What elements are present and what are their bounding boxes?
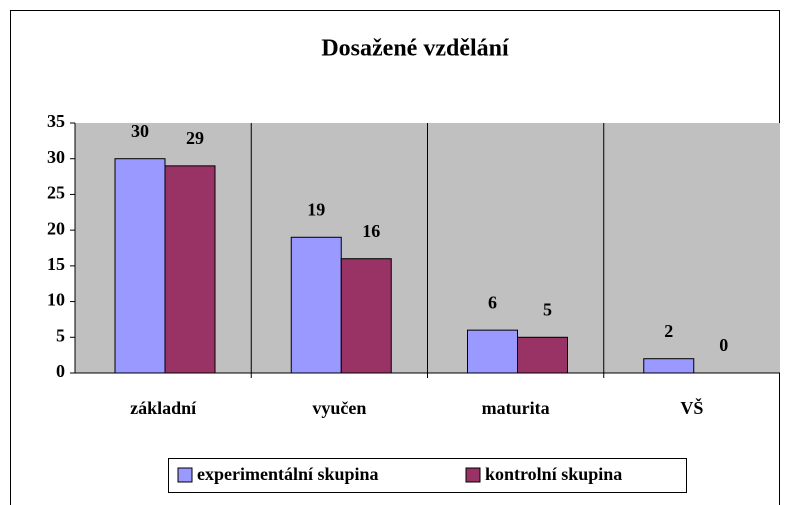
data-label: 5 (543, 299, 552, 319)
y-tick-label: 20 (47, 218, 65, 238)
legend-swatch (465, 467, 481, 483)
x-tick-label: vyučen (312, 398, 366, 418)
bar (340, 258, 392, 374)
data-label: 16 (362, 221, 380, 241)
data-label: 30 (131, 121, 149, 141)
bar (164, 165, 216, 374)
bar (643, 358, 695, 374)
y-tick-label: 30 (47, 147, 65, 167)
y-tick-label: 35 (47, 111, 65, 131)
data-label: 29 (186, 128, 204, 148)
legend-label: kontrolní skupina (485, 464, 622, 484)
y-tick-label: 10 (47, 290, 65, 310)
bar (467, 329, 518, 374)
x-tick-label: VŠ (680, 397, 703, 418)
legend-swatch (177, 467, 193, 483)
bar (517, 336, 568, 374)
x-tick-label: maturita (482, 398, 550, 418)
data-label: 2 (664, 321, 673, 341)
legend-label: experimentální skupina (197, 464, 379, 484)
chart-title: Dosažené vzdělání (321, 36, 509, 62)
y-tick-label: 0 (56, 361, 65, 381)
bar (114, 158, 166, 374)
data-label: 0 (719, 335, 728, 355)
legend-box (168, 458, 687, 493)
y-tick-label: 5 (56, 325, 65, 345)
data-label: 19 (307, 199, 325, 219)
y-tick-label: 15 (47, 254, 65, 274)
data-label: 6 (488, 292, 497, 312)
y-tick-label: 25 (47, 183, 65, 203)
bar (290, 236, 342, 374)
x-tick-label: základní (130, 398, 197, 418)
